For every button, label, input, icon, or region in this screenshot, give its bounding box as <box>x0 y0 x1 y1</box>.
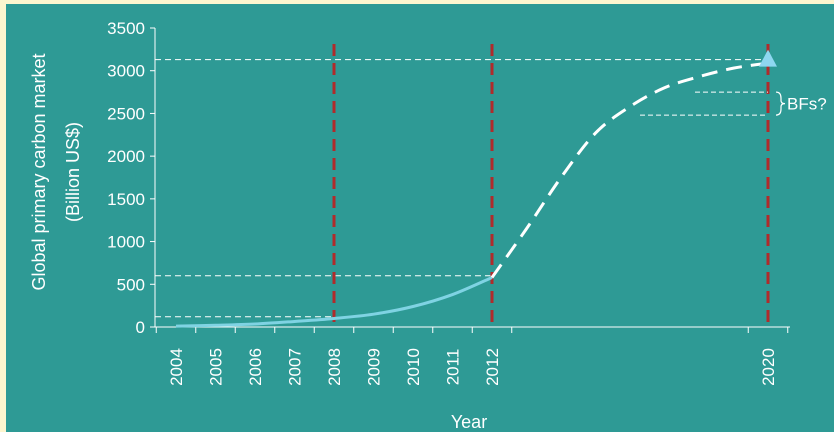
x-tick-label: 2004 <box>167 348 186 386</box>
reference-lines <box>155 44 770 327</box>
y-axis-title-line2: (Billion US$) <box>63 122 83 222</box>
bfs-label: BFs? <box>787 95 827 114</box>
endpoint-triangle-marker <box>759 49 777 67</box>
x-tick-label: 2008 <box>325 348 344 386</box>
y-tick-label: 1000 <box>107 233 145 252</box>
x-tick-label: 2007 <box>286 348 305 386</box>
y-tick-label: 3000 <box>107 62 145 81</box>
x-tick-label: 2010 <box>404 348 423 386</box>
x-tick-label: 2012 <box>483 348 502 386</box>
axes: 0 500 1000 1500 2000 2500 3000 3500 2004 2005 2006… <box>107 19 790 386</box>
x-axis-title: Year <box>451 412 487 432</box>
chart-panel <box>6 4 834 432</box>
x-tick-label: 2005 <box>207 348 226 386</box>
y-tick-label: 0 <box>136 318 145 337</box>
x-tick-label: 2006 <box>246 348 265 386</box>
y-tick-label: 1500 <box>107 190 145 209</box>
annotations: BFs? <box>640 91 827 116</box>
y-tick-label: 2000 <box>107 147 145 166</box>
series-line-dashed <box>490 61 769 279</box>
series-line-solid <box>175 276 493 328</box>
x-tick-label: 2020 <box>759 348 778 386</box>
bfs-brace <box>775 91 786 116</box>
y-tick-label: 2500 <box>107 104 145 123</box>
x-tick-label: 2009 <box>365 348 384 386</box>
x-tick-label: 2011 <box>444 349 463 386</box>
y-tick-label: 500 <box>117 275 145 294</box>
series <box>175 49 777 328</box>
y-tick-label: 3500 <box>107 19 145 38</box>
y-axis-title-line1: Global primary carbon market <box>29 53 49 290</box>
